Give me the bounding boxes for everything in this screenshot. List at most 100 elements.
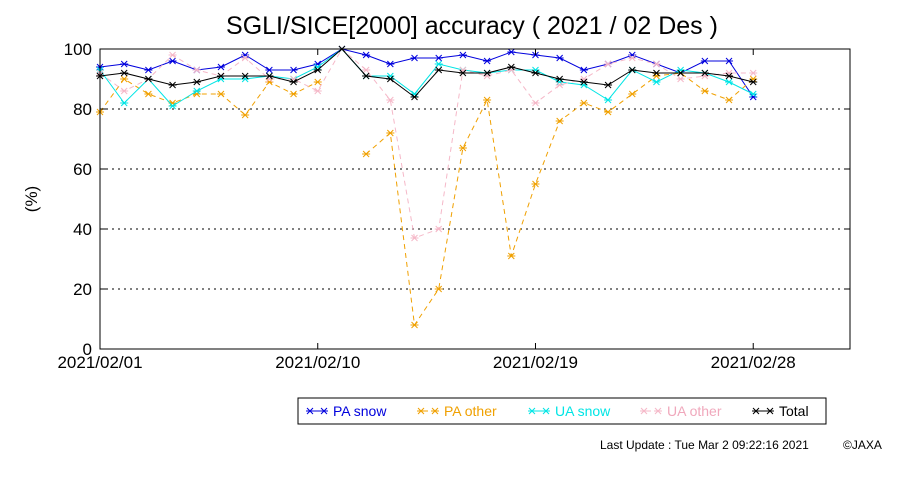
- point-pa-other-10: [313, 78, 322, 86]
- point-total-24: [652, 69, 661, 77]
- point-pa-other-9: [289, 90, 298, 98]
- series-line-pa-snow: [99, 48, 754, 98]
- point-ua-other-7: [241, 54, 250, 62]
- legend-marker-start-pa-other: [417, 407, 425, 415]
- legend-label-ua-other: UA other: [667, 403, 722, 419]
- point-total-18: [507, 63, 516, 71]
- point-total-7: [241, 72, 250, 80]
- point-pa-snow-3: [144, 66, 153, 74]
- point-ua-snow-2: [120, 99, 129, 107]
- series-layer: [96, 45, 758, 329]
- point-pa-other-16: [458, 144, 467, 152]
- point-ua-snow-4: [168, 102, 177, 110]
- point-ua-other-13: [386, 96, 395, 104]
- point-total-19: [531, 69, 540, 77]
- point-ua-snow-22: [604, 96, 613, 104]
- y-axis-ticks: 0 20 40 60 80 100: [64, 40, 850, 359]
- y-tick-label-60: 60: [73, 160, 92, 179]
- point-ua-other-22: [604, 60, 613, 68]
- point-ua-other-14: [410, 234, 419, 242]
- point-ua-other-23: [628, 54, 637, 62]
- point-pa-snow-17: [483, 57, 492, 65]
- point-pa-other-23: [628, 90, 637, 98]
- legend-marker-end-ua-snow: [542, 407, 550, 415]
- point-pa-snow-6: [216, 63, 225, 71]
- series-pa-other: [96, 69, 758, 329]
- point-total-12: [362, 72, 371, 80]
- point-pa-other-20: [555, 117, 564, 125]
- point-ua-other-2: [120, 87, 129, 95]
- point-pa-other-13: [386, 129, 395, 137]
- point-pa-other-6: [216, 90, 225, 98]
- plot-frame: [99, 48, 851, 350]
- point-ua-other-24: [652, 60, 661, 68]
- point-ua-snow-5: [192, 87, 201, 95]
- point-pa-other-22: [604, 108, 613, 116]
- point-pa-snow-18: [507, 48, 516, 56]
- point-total-25: [676, 69, 685, 77]
- point-total-6: [216, 72, 225, 80]
- legend-marker-end-total: [766, 407, 774, 415]
- last-update-text: Last Update : Tue Mar 2 09:22:16 2021: [600, 438, 809, 452]
- point-pa-snow-4: [168, 57, 177, 65]
- legend-marker-end-pa-other: [431, 407, 439, 415]
- legend: PA snow PA other UA snow UA other Total: [297, 397, 827, 425]
- point-total-10: [313, 66, 322, 74]
- point-ua-snow-15: [434, 60, 443, 68]
- point-total-9: [289, 78, 298, 86]
- point-ua-other-15: [434, 225, 443, 233]
- point-total-17: [483, 69, 492, 77]
- y-tick-label-0: 0: [83, 340, 92, 359]
- point-pa-other-19: [531, 180, 540, 188]
- point-pa-snow-8: [265, 66, 274, 74]
- point-pa-other-15: [434, 285, 443, 293]
- grid-lines: [100, 108, 850, 290]
- point-total-20: [555, 75, 564, 83]
- y-tick-label-80: 80: [73, 100, 92, 119]
- point-pa-other-18: [507, 252, 516, 260]
- copyright-text: ©JAXA: [843, 438, 882, 452]
- point-ua-snow-28: [749, 90, 758, 98]
- point-total-16: [458, 69, 467, 77]
- point-pa-other-27: [725, 96, 734, 104]
- point-pa-other-14: [410, 321, 419, 329]
- point-ua-snow-27: [725, 78, 734, 86]
- point-pa-snow-26: [700, 57, 709, 65]
- point-ua-other-10: [313, 87, 322, 95]
- x-tick-label-2021-02-10: 2021/02/10: [275, 353, 360, 372]
- series-line-pa-other: [99, 72, 754, 327]
- point-pa-other-7: [241, 111, 250, 119]
- point-pa-snow-16: [458, 51, 467, 59]
- legend-label-pa-other: PA other: [444, 403, 497, 419]
- point-ua-other-25: [676, 75, 685, 83]
- point-total-26: [700, 69, 709, 77]
- point-ua-other-20: [555, 81, 564, 89]
- point-total-13: [386, 75, 395, 83]
- x-tick-label-2021-02-19: 2021/02/19: [493, 353, 578, 372]
- point-total-3: [144, 75, 153, 83]
- point-pa-other-2: [120, 75, 129, 83]
- point-pa-snow-20: [555, 54, 564, 62]
- point-total-28: [749, 78, 758, 86]
- point-ua-other-12: [362, 66, 371, 74]
- point-ua-other-4: [168, 51, 177, 59]
- point-pa-other-17: [483, 96, 492, 104]
- y-axis-label: (%): [22, 186, 41, 212]
- point-pa-other-3: [144, 90, 153, 98]
- point-pa-snow-21: [579, 66, 588, 74]
- legend-marker-end-ua-other: [654, 407, 662, 415]
- chart-title: SGLI/SICE[2000] accuracy ( 2021 / 02 Des…: [226, 12, 718, 40]
- x-tick-label-2021-02-01: 2021/02/01: [57, 353, 142, 372]
- series-total: [96, 45, 758, 101]
- point-ua-other-5: [192, 66, 201, 74]
- point-pa-snow-9: [289, 66, 298, 74]
- series-line-ua-snow: [99, 48, 754, 107]
- point-pa-snow-12: [362, 51, 371, 59]
- point-ua-snow-24: [652, 78, 661, 86]
- point-pa-snow-2: [120, 60, 129, 68]
- point-pa-snow-27: [725, 57, 734, 65]
- point-pa-other-21: [579, 99, 588, 107]
- point-total-27: [725, 72, 734, 80]
- series-line-total: [99, 48, 754, 98]
